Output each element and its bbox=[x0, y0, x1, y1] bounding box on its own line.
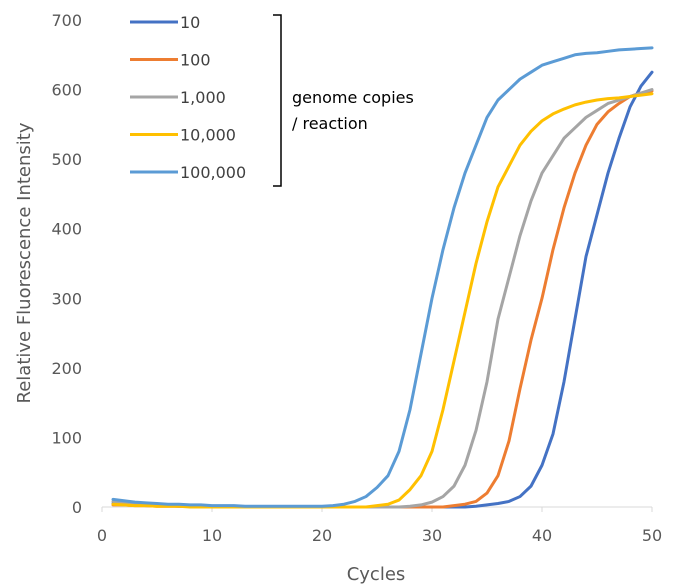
x-tick-label: 0 bbox=[97, 526, 107, 545]
y-tick-label: 0 bbox=[72, 498, 82, 517]
x-tick-label: 50 bbox=[642, 526, 662, 545]
y-tick-label: 200 bbox=[51, 359, 82, 378]
legend-label: 100,000 bbox=[180, 163, 246, 182]
y-tick-label: 600 bbox=[51, 81, 82, 100]
x-tick-label: 20 bbox=[312, 526, 332, 545]
series-line-2 bbox=[111, 89, 654, 509]
y-tick-label: 400 bbox=[51, 220, 82, 239]
y-tick-label: 300 bbox=[51, 289, 82, 308]
legend: 10 100 1,000 10,000 100,000 bbox=[130, 13, 282, 187]
series-line-4 bbox=[111, 92, 654, 509]
legend-label: 100 bbox=[180, 51, 211, 70]
x-tick-label: 40 bbox=[532, 526, 552, 545]
y-tick-label: 500 bbox=[51, 150, 82, 169]
legend-note-line-1: genome copies bbox=[292, 88, 414, 107]
series-line-3 bbox=[111, 88, 654, 509]
x-tick-label: 30 bbox=[422, 526, 442, 545]
legend-label: 10,000 bbox=[180, 126, 236, 145]
legend-note-line-2: / reaction bbox=[292, 114, 368, 133]
legend-label: 1,000 bbox=[180, 88, 226, 107]
x-tick-label: 10 bbox=[202, 526, 222, 545]
y-tick-label: 100 bbox=[51, 428, 82, 447]
y-tick-label: 700 bbox=[51, 11, 82, 30]
legend-label: 10 bbox=[180, 13, 200, 32]
series-lines bbox=[111, 46, 654, 509]
legend-bracket bbox=[273, 14, 282, 187]
x-axis-title: Cycles bbox=[347, 564, 406, 585]
y-axis-title: Relative Fluorescence Intensity bbox=[14, 122, 35, 403]
series-line-5 bbox=[111, 46, 654, 508]
